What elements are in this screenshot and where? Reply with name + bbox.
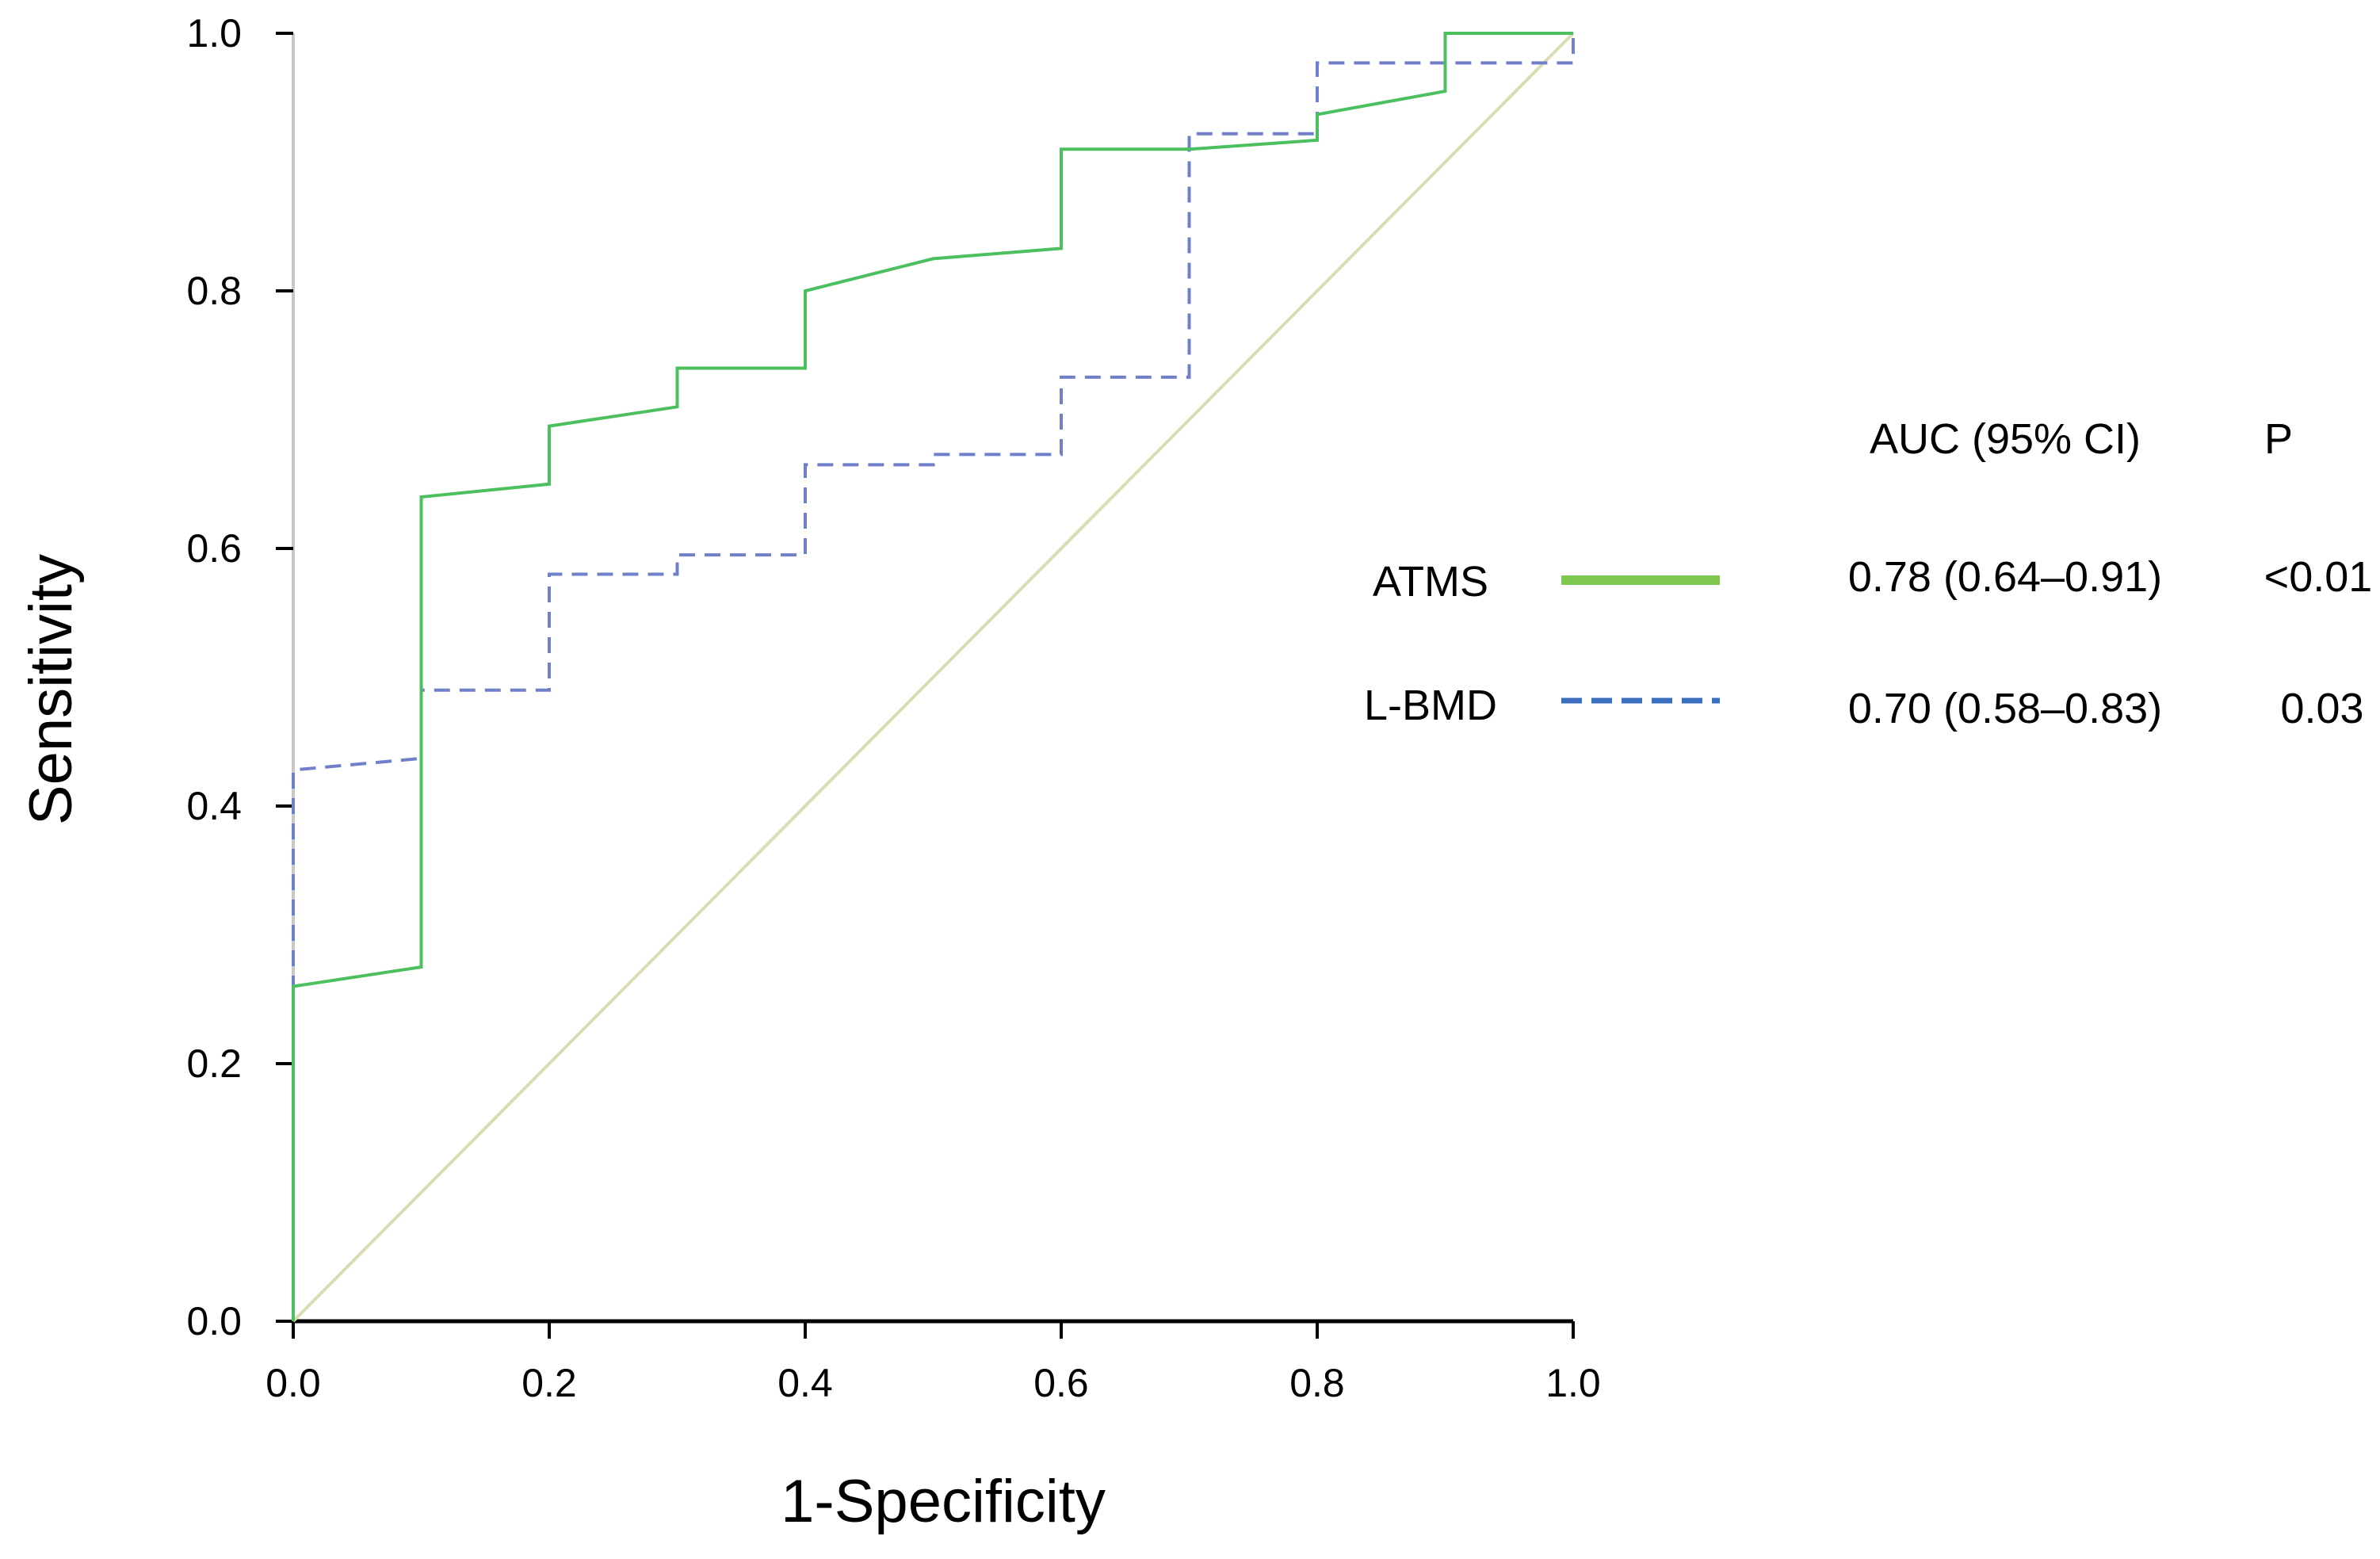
legend: AUC (95% CI) P ATMS 0.78 (0.64–0.91) <0.…: [1364, 415, 2372, 732]
y-axis-title: Sensitivity: [17, 554, 85, 825]
y-tick-label: 0.0: [186, 1299, 242, 1343]
legend-label-lbmd: L-BMD: [1364, 682, 1497, 729]
y-tick-label: 1.0: [186, 11, 242, 55]
legend-auc-lbmd: 0.70 (0.58–0.83): [1848, 685, 2162, 732]
series-lines: [292, 32, 1575, 1321]
x-tick-label: 0.6: [1033, 1361, 1089, 1405]
y-tick-label: 0.2: [186, 1041, 242, 1086]
legend-header-p: P: [2264, 415, 2293, 463]
legend-label-atms: ATMS: [1373, 558, 1488, 606]
reference-line-group: [292, 32, 1575, 1323]
reference-diagonal-line: [292, 32, 1575, 1323]
x-tick-label: 0.2: [521, 1361, 577, 1405]
series-line-l-bmd: [292, 33, 1575, 1321]
axis-ticks: 0.0 0.2 0.4 0.6 0.8 1.0 0.0 0.2 0.4 0.6 0.8 1.0: [186, 11, 1600, 1405]
series-line-atms: [292, 32, 1573, 1321]
y-tick-label: 0.8: [186, 269, 242, 313]
legend-p-atms: <0.01: [2264, 553, 2373, 601]
x-tick-label: 1.0: [1545, 1361, 1601, 1405]
legend-auc-atms: 0.78 (0.64–0.91): [1848, 553, 2162, 601]
x-axis-title: 1-Specificity: [781, 1468, 1106, 1535]
legend-p-lbmd: 0.03: [2280, 685, 2363, 732]
x-tick-label: 0.8: [1289, 1361, 1345, 1405]
x-tick-label: 0.4: [777, 1361, 833, 1405]
y-tick-label: 0.4: [186, 784, 242, 828]
legend-header-auc: AUC (95% CI): [1870, 415, 2141, 463]
x-tick-label: 0.0: [266, 1361, 321, 1405]
y-tick-label: 0.6: [186, 526, 242, 571]
